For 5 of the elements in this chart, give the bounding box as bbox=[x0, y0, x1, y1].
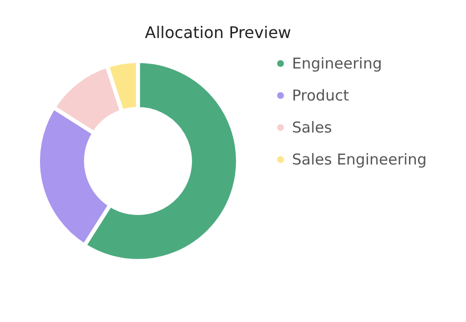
legend-label: Product bbox=[292, 86, 350, 104]
legend-label: Engineering bbox=[292, 54, 382, 72]
legend-label: Sales bbox=[292, 118, 332, 136]
chart-title: Allocation Preview bbox=[144, 23, 292, 42]
legend-label: Sales Engineering bbox=[292, 150, 427, 168]
